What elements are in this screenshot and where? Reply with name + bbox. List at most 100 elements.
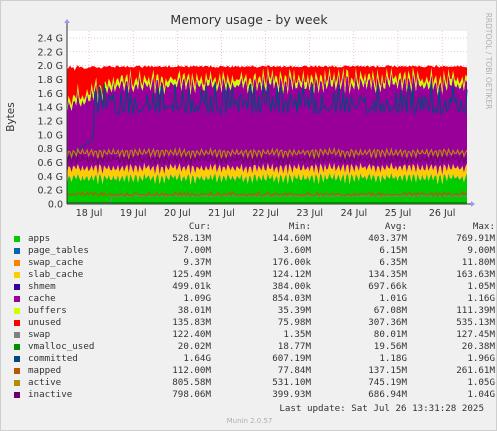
legend-table: Cur: Min: Avg: Max: apps 528.13M 144.60M 40… [13,221,495,401]
legend-name: shmem [28,281,56,292]
legend-swatch [14,320,20,326]
axes [64,19,475,207]
legend-row-cache: cache 1.09G 854.03M 1.01G 1.16G [13,293,495,305]
legend-swatch [14,380,20,386]
rrdtool-side-label: RRDTOOL / TOBI OETIKER [484,13,493,110]
legend-cur: 528.13M [172,233,211,244]
legend-swatch [14,248,20,254]
legend-name: swap [28,329,51,340]
legend-row-shmem: shmem 499.01k 384.00k 697.66k 1.05M [13,281,495,293]
legend-min: 607.19M [272,353,311,364]
legend-cur: 805.58M [172,377,211,388]
legend-min: 18.77M [277,341,311,352]
legend-swatch [14,344,20,350]
col-cur-header: Cur: [188,221,211,232]
legend-min: 124.12M [272,269,311,280]
legend-swatch [14,284,20,290]
legend-swatch [14,356,20,362]
legend-cur: 135.83M [172,317,211,328]
legend-name: apps [28,233,51,244]
x-tick-label: 24 Jul [341,208,368,219]
line-active [66,146,468,160]
munin-version-text: Munin 2.0.57 [226,417,273,425]
legend-cur: 7.00M [183,245,211,256]
legend-cur: 1.64G [183,353,211,364]
legend-row-slab-cache: slab_cache 125.49M 124.12M 134.35M 163.63M [13,269,495,281]
y-tick-label: 1.2 G [38,116,64,127]
x-tick-label: 22 Jul [252,208,279,219]
y-tick-label: 1.6 G [38,89,64,100]
memory-usage-chart: Memory usage - by week Bytes RRDTOOL / T… [5,12,493,219]
line-inactive [66,152,468,167]
legend-min: 531.10M [272,377,311,388]
legend-swatch [14,368,20,374]
legend-name: buffers [28,305,67,316]
legend-name: vmalloc_used [28,341,95,352]
y-tick-label: 0.6 G [38,158,64,169]
x-tick-label: 20 Jul [164,208,191,219]
legend-swatch [14,332,20,338]
legend-max: 1.04G [467,389,495,400]
legend-max: 111.39M [456,305,495,316]
legend-name: unused [28,317,62,328]
x-tick-label: 26 Jul [429,208,456,219]
col-max-header: Max: [472,221,495,232]
line-mapped [66,190,468,197]
legend-min: 399.93M [272,389,311,400]
legend-cur: 112.00M [172,365,211,376]
legend-row-active: active 805.58M 531.10M 745.19M 1.05G [13,377,495,389]
y-tick-label: 0.4 G [38,172,64,183]
legend-row-apps: apps 528.13M 144.60M 403.37M 769.91M [13,233,495,245]
legend-cur: 1.09G [183,293,211,304]
legend-cur: 499.01k [172,281,211,292]
legend-max: 1.05G [467,377,495,388]
legend-max: 20.38M [461,341,495,352]
legend-max: 769.91M [456,233,495,244]
legend-max: 535.13M [456,317,495,328]
legend-max: 163.63M [456,269,495,280]
legend-avg: 403.37M [368,233,407,244]
legend-max: 9.00M [467,245,495,256]
legend-row-unused: unused 135.83M 75.98M 307.36M 535.13M [13,317,495,329]
legend-swatch [14,392,20,398]
y-tick-label: 2.2 G [38,47,64,58]
legend-avg: 137.15M [368,365,407,376]
legend-row-vmalloc-used: vmalloc_used 20.02M 18.77M 19.56M 20.38M [13,341,495,353]
legend-min: 176.00k [272,257,311,268]
legend-swatch [14,272,20,278]
legend-avg: 1.18G [379,353,407,364]
last-update-text: Last update: Sat Jul 26 13:31:28 2025 [279,403,484,414]
legend-rows: apps 528.13M 144.60M 403.37M 769.91M page_tab… [13,233,495,401]
col-avg-header: Avg: [384,221,407,232]
y-tick-label: 0.2 G [38,186,64,197]
legend-avg: 745.19M [368,377,407,388]
x-tick-label: 23 Jul [296,208,323,219]
y-axis-arrow [64,19,70,23]
y-tick-label: 2.0 G [38,61,64,72]
legend-min: 77.84M [277,365,311,376]
y-tick-label: 1.4 G [38,103,64,114]
legend-cur: 9.37M [183,257,211,268]
legend-cur: 798.06M [172,389,211,400]
legend-header: Cur: Min: Avg: Max: [13,221,495,233]
legend-max: 127.45M [456,329,495,340]
area-unused [67,64,467,110]
legend-row-committed: committed 1.64G 607.19M 1.18G 1.96G [13,353,495,365]
legend-avg: 19.56M [373,341,407,352]
legend-name: cache [28,293,56,304]
overlay-lines [66,81,468,204]
legend-avg: 697.66k [368,281,407,292]
legend-max: 261.61M [456,365,495,376]
chart-title: Memory usage - by week [170,12,328,27]
legend-min: 144.60M [272,233,311,244]
x-tick-labels: 18 Jul 19 Jul 20 Jul 21 Jul 22 Jul 23 Jul 24 J… [76,208,456,219]
legend-swatch [14,236,20,242]
legend-name: slab_cache [28,269,84,280]
legend-cur: 20.02M [177,341,211,352]
stacked-areas [67,64,467,204]
legend-max: 1.16G [467,293,495,304]
area-buffers [67,66,467,116]
legend-name: mapped [28,365,62,376]
x-axis-arrow [471,201,475,207]
